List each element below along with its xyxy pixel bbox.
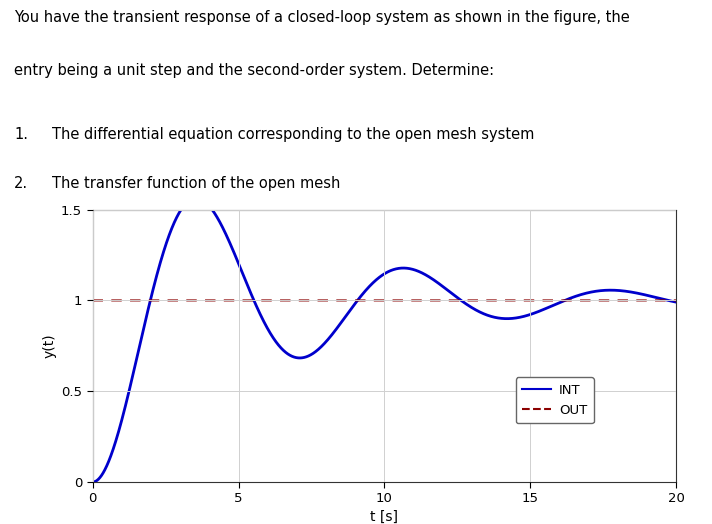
INT: [661, 297, 669, 303]
OUT: [672, 297, 681, 303]
OUT: [88, 297, 97, 303]
INT: [313, 347, 321, 354]
INT: [155, 264, 164, 270]
OUT: [661, 297, 669, 303]
OUT: [598, 297, 607, 303]
Line: INT: INT: [93, 198, 676, 482]
OUT: [337, 297, 346, 303]
OUT: [312, 297, 320, 303]
Legend: INT, OUT: INT, OUT: [515, 377, 594, 423]
INT: [337, 318, 346, 324]
INT: [192, 195, 200, 201]
INT: [672, 299, 681, 305]
Text: 1.: 1.: [14, 127, 28, 143]
Text: entry being a unit step and the second-order system. Determine:: entry being a unit step and the second-o…: [14, 63, 494, 78]
OUT: [155, 297, 164, 303]
Text: The transfer function of the open mesh: The transfer function of the open mesh: [52, 177, 340, 191]
Text: 2.: 2.: [14, 177, 28, 191]
Text: You have the transient response of a closed-loop system as shown in the figure, : You have the transient response of a clo…: [14, 10, 630, 26]
INT: [88, 479, 97, 485]
INT: [189, 195, 198, 202]
OUT: [189, 297, 198, 303]
Y-axis label: y(t): y(t): [43, 334, 57, 358]
X-axis label: t [s]: t [s]: [370, 510, 399, 523]
Text: The differential equation corresponding to the open mesh system: The differential equation corresponding …: [52, 127, 534, 143]
INT: [598, 287, 607, 293]
